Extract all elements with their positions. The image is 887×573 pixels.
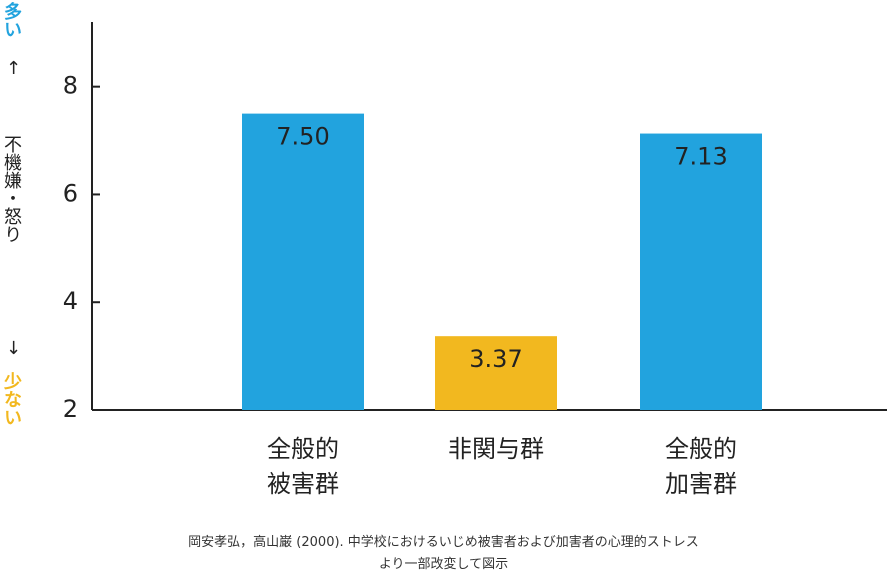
y-axis-label: 不機嫌・怒り [1,135,22,243]
y-tick-label: 6 [63,179,78,207]
y-tick-label: 8 [63,72,78,100]
value-label: 7.13 [674,143,727,171]
bar [640,133,762,411]
value-label: 3.37 [469,345,522,373]
y-axis-label: 多い [1,2,22,38]
y-tick-label: 2 [63,395,78,423]
source-note: より一部改変して図示 [378,557,509,572]
value-label: 7.50 [276,123,329,151]
x-tick-label: 全般的 被害群 [267,435,339,498]
y-axis-label: ↑ [3,58,24,79]
x-tick-label: 非関与群 [448,435,544,463]
y-axis-label: 少ない [1,372,22,426]
source-note: 岡安孝弘，高山巌 (2000). 中学校におけるいじめ被害者および加害者の心理的… [188,535,699,550]
bar [242,113,364,410]
y-tick-label: 4 [63,287,78,315]
x-tick-label: 全般的 加害群 [665,435,737,498]
y-axis-label: ↓ [3,338,24,359]
bar [435,336,557,410]
